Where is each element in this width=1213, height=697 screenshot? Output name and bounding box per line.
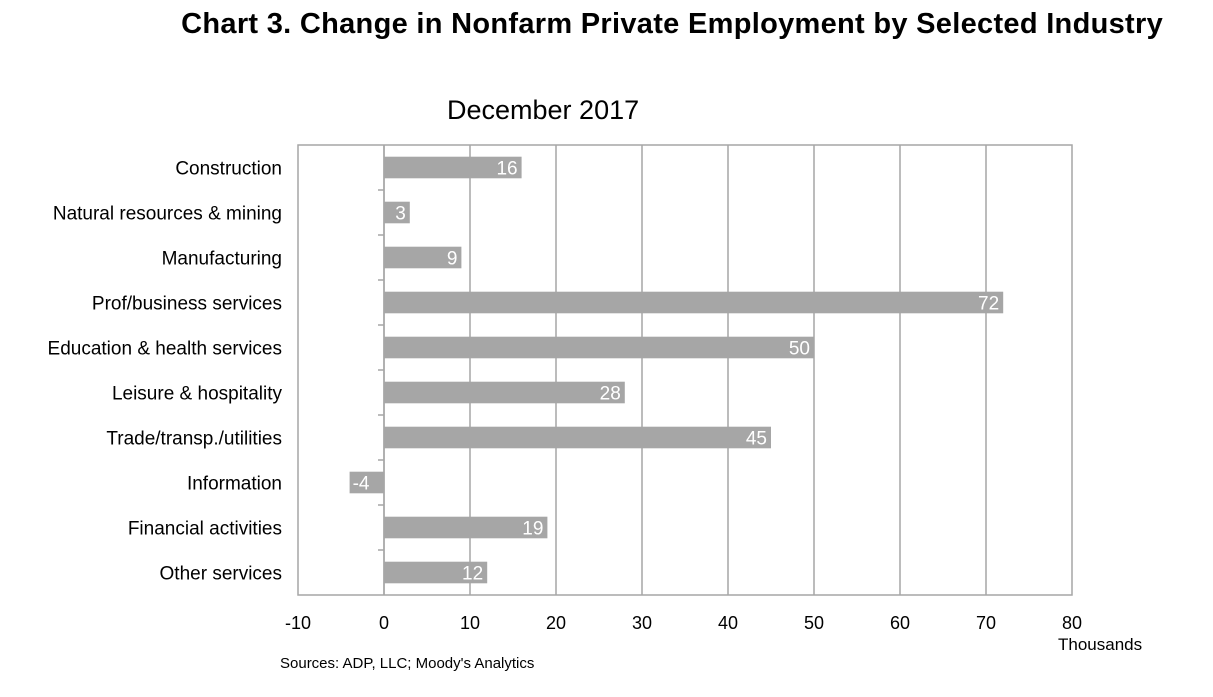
x-tick-label: 10: [460, 613, 480, 633]
data-label: 50: [789, 339, 810, 360]
category-label: Prof/business services: [92, 294, 282, 315]
category-label: Information: [187, 474, 282, 495]
bar: [384, 516, 548, 539]
category-label: Trade/transp./utilities: [106, 429, 282, 450]
x-tick-label: 30: [632, 613, 652, 633]
category-label: Natural resources & mining: [53, 204, 282, 225]
x-tick-label: -10: [285, 613, 311, 633]
category-label: Education & health services: [48, 339, 282, 360]
data-labels: 16 3 9 72 50 28 45 -4 19 12: [353, 159, 1000, 585]
category-label: Manufacturing: [162, 249, 282, 270]
chart-title: Chart 3. Change in Nonfarm Private Emplo…: [181, 8, 1163, 40]
data-label: 19: [522, 519, 543, 540]
bar: [384, 291, 1004, 314]
data-label: 3: [395, 204, 406, 225]
category-label: Leisure & hospitality: [112, 384, 283, 405]
category-label: Financial activities: [128, 519, 282, 540]
bar: [384, 201, 410, 224]
bar: [349, 471, 384, 494]
bar: [384, 156, 522, 179]
bar: [384, 381, 625, 404]
units-label: Thousands: [1058, 635, 1143, 654]
data-label: 12: [462, 564, 483, 585]
x-tick-label: 50: [804, 613, 824, 633]
data-label: 72: [978, 294, 999, 315]
data-label: 16: [496, 159, 517, 180]
x-tick-labels: -10 0 10 20 30 40 50 60 70 80: [285, 613, 1082, 633]
x-tick-label: 20: [546, 613, 566, 633]
source-note: Sources: ADP, LLC; Moody's Analytics: [280, 655, 535, 672]
bar: [384, 561, 488, 584]
bar: [384, 426, 771, 449]
x-tick-label: 60: [890, 613, 910, 633]
category-label: Other services: [160, 564, 282, 585]
data-label: -4: [353, 474, 370, 495]
data-label: 9: [447, 249, 458, 270]
data-label: 45: [746, 429, 767, 450]
x-tick-label: 70: [976, 613, 996, 633]
category-labels: Construction Natural resources & mining Ma…: [48, 159, 283, 585]
bar: [384, 336, 814, 359]
bar: [384, 246, 462, 269]
x-tick-label: 0: [379, 613, 389, 633]
x-tick-label: 40: [718, 613, 738, 633]
data-label: 28: [600, 384, 621, 405]
bars: [349, 156, 1004, 584]
x-tick-label: 80: [1062, 613, 1082, 633]
chart-subtitle: December 2017: [447, 95, 640, 125]
category-label: Construction: [175, 159, 282, 180]
